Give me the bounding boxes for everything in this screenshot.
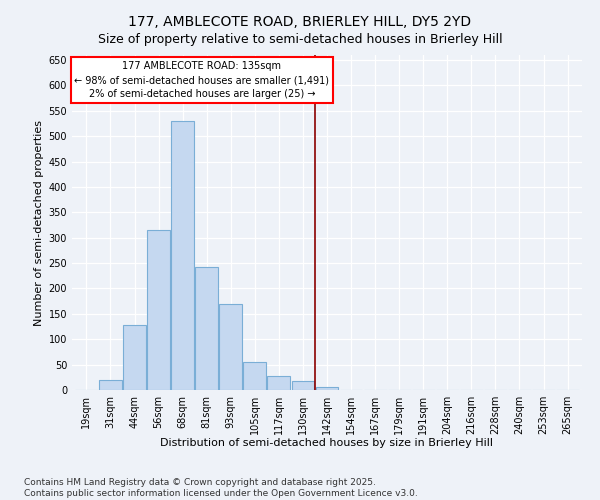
Bar: [220, 304, 242, 390]
Bar: [244, 362, 266, 390]
Bar: [147, 230, 170, 390]
Bar: [292, 381, 314, 390]
Bar: [316, 388, 338, 390]
Text: Size of property relative to semi-detached houses in Brierley Hill: Size of property relative to semi-detach…: [98, 32, 502, 46]
Bar: [195, 267, 218, 390]
Y-axis label: Number of semi-detached properties: Number of semi-detached properties: [34, 120, 44, 326]
Bar: [171, 121, 194, 390]
Bar: [268, 376, 290, 390]
Text: 177, AMBLECOTE ROAD, BRIERLEY HILL, DY5 2YD: 177, AMBLECOTE ROAD, BRIERLEY HILL, DY5 …: [128, 15, 472, 29]
Text: Contains HM Land Registry data © Crown copyright and database right 2025.
Contai: Contains HM Land Registry data © Crown c…: [24, 478, 418, 498]
Text: 177 AMBLECOTE ROAD: 135sqm
← 98% of semi-detached houses are smaller (1,491)
2% : 177 AMBLECOTE ROAD: 135sqm ← 98% of semi…: [74, 61, 329, 99]
Bar: [123, 325, 146, 390]
Bar: [99, 380, 122, 390]
X-axis label: Distribution of semi-detached houses by size in Brierley Hill: Distribution of semi-detached houses by …: [161, 438, 493, 448]
